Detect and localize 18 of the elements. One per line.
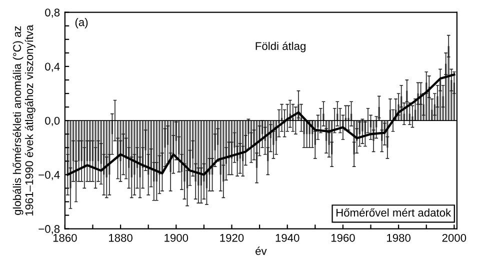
y-tick-label: −0,4: [38, 170, 60, 180]
annotation: Hőmérővel mért adatok: [336, 208, 452, 217]
x-tick-label: 1920: [220, 234, 244, 242]
y-tick-label: 0,0: [45, 116, 60, 126]
x-tick-label: 2000: [442, 234, 466, 242]
annotation: Földi átlag: [256, 42, 306, 52]
x-tick-label: 1960: [331, 234, 355, 242]
y-axis-title: globális hőmérsékleti anomália (°C) az 1961–1990 évek átlagához viszonyítva: [12, 24, 36, 216]
y-tick-label: 0,4: [45, 62, 60, 72]
x-tick-label: 1880: [109, 234, 132, 242]
x-axis-title: év: [256, 246, 267, 255]
y-tick-label: −0,8: [38, 225, 60, 234]
x-tick-label: 1860: [53, 234, 77, 242]
y-tick-label: 0,8: [45, 8, 60, 18]
x-tick-label: 1900: [164, 234, 188, 242]
x-tick-label: 1980: [387, 234, 410, 242]
x-tick-label: 1940: [276, 234, 300, 242]
annotation: (a): [75, 18, 88, 28]
